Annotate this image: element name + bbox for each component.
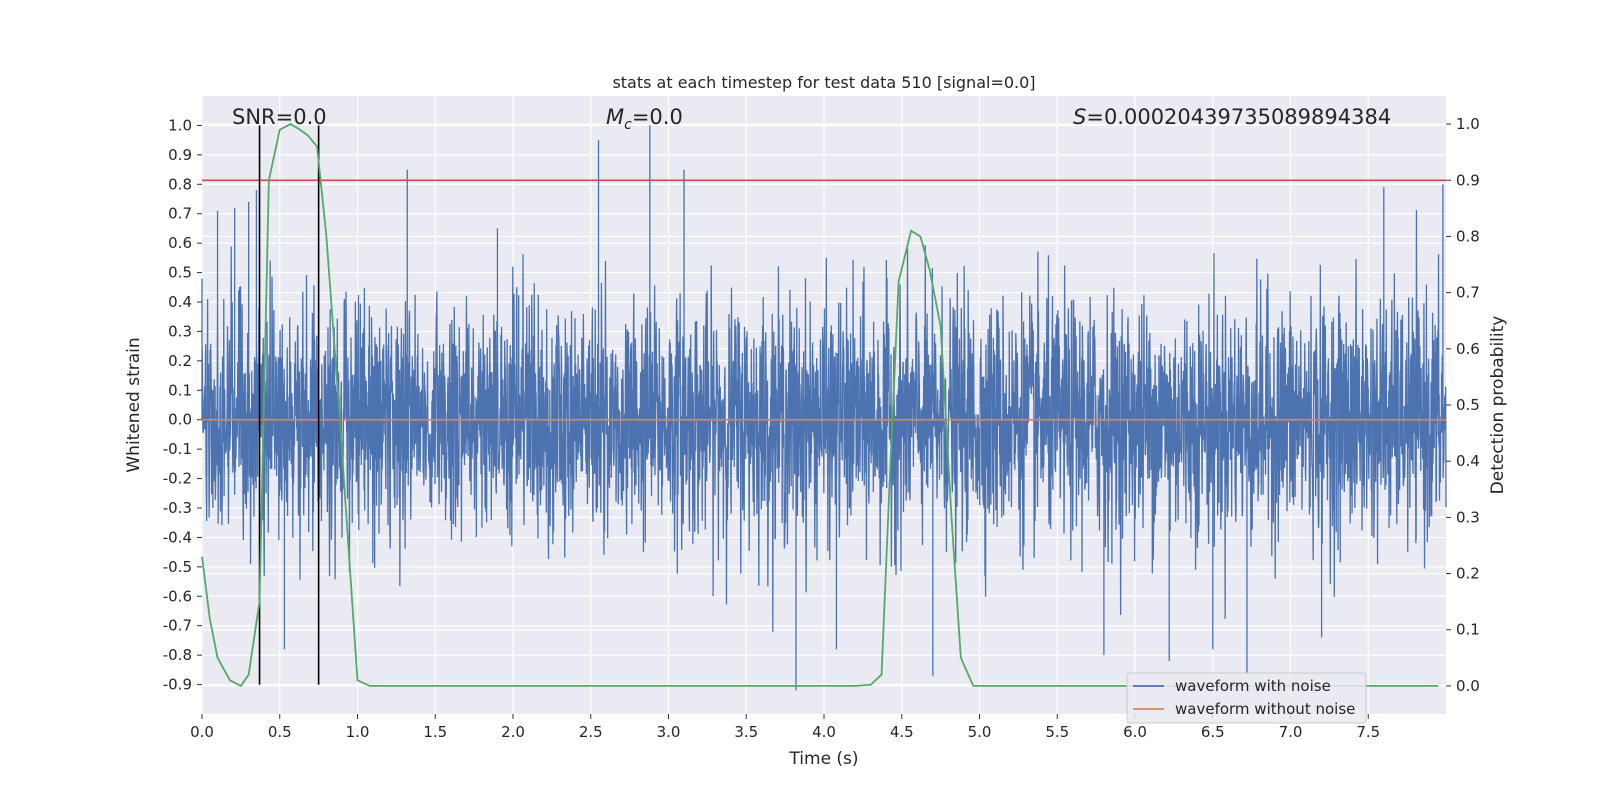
- y-tick-label-left: 0.5: [168, 264, 192, 282]
- y-tick-label-right: 0.7: [1456, 284, 1480, 302]
- score-symbol: S: [1073, 105, 1086, 129]
- y-tick-label-left: -0.7: [163, 617, 192, 635]
- x-tick-label: 4.0: [812, 723, 836, 741]
- x-tick-label: 7.5: [1356, 723, 1380, 741]
- y-tick-label-left: -0.1: [163, 440, 192, 458]
- y-tick-label-right: 0.0: [1456, 677, 1480, 695]
- x-tick-label: 1.5: [423, 723, 447, 741]
- x-tick-label: 6.5: [1201, 723, 1225, 741]
- y-tick-label-left: 0.0: [168, 411, 192, 429]
- legend-box: [1126, 672, 1367, 724]
- plot-area: [201, 123, 1447, 691]
- chirp-mass-symbol: M: [606, 105, 624, 129]
- y-tick-label-left: -0.4: [163, 528, 192, 546]
- y-tick-label-left: 0.1: [168, 381, 192, 399]
- y-tick-label-right: 0.1: [1456, 621, 1480, 639]
- y-tick-label-right: 1.0: [1456, 115, 1480, 133]
- y-tick-label-left: 0.2: [168, 352, 192, 370]
- y-tick-label-left: 0.3: [168, 322, 192, 340]
- y-axis-label-right: Detection probability: [1488, 316, 1508, 495]
- y-tick-label-left: -0.3: [163, 499, 192, 517]
- y-tick-label-right: 0.6: [1456, 340, 1480, 358]
- score-annotation: S=0.00020439735089894384: [1073, 105, 1391, 129]
- y-tick-label-right: 0.9: [1456, 171, 1480, 189]
- x-axis-label: Time (s): [788, 749, 858, 769]
- x-tick-label: 1.0: [346, 723, 370, 741]
- x-tick-label: 5.5: [1045, 723, 1069, 741]
- chirp-mass-subscript: c: [624, 117, 632, 133]
- y-tick-label-left: 0.9: [168, 146, 192, 164]
- x-tick-label: 3.0: [657, 723, 681, 741]
- x-tick-label: 2.5: [579, 723, 603, 741]
- x-tick-label: 7.0: [1279, 723, 1303, 741]
- snr-annotation: SNR=0.0: [232, 105, 327, 129]
- series-waveform-with-noise: [201, 125, 1447, 691]
- x-tick-label: 2.0: [501, 723, 525, 741]
- x-tick-label: 5.0: [968, 723, 992, 741]
- y-tick-label-left: -0.8: [163, 646, 192, 664]
- x-tick-label: 0.0: [190, 723, 214, 741]
- axes: 0.0 0.5 1.0 1.5 2.0 2.5 3.0 3.5 4.0 4.5 5.0 5.5 6.0 6…: [163, 115, 1480, 741]
- x-tick-label: 6.0: [1123, 723, 1147, 741]
- y-tick-label-right: 0.5: [1456, 396, 1480, 414]
- score-value: =0.00020439735089894384: [1086, 105, 1391, 129]
- y-tick-label-right: 0.4: [1456, 452, 1480, 470]
- legend-label-noise: waveform with noise: [1175, 677, 1331, 695]
- y-tick-label-left: -0.9: [163, 676, 192, 694]
- y-tick-label-right: 0.3: [1456, 508, 1480, 526]
- x-tick-label: 0.5: [268, 723, 292, 741]
- chirp-mass-value: =0.0: [632, 105, 683, 129]
- y-axis-label-left: Whitened strain: [124, 337, 144, 472]
- legend: waveform with noise waveform without noi…: [1126, 672, 1367, 724]
- series-detection-probability: [201, 123, 1439, 688]
- y-tick-label-left: 0.8: [168, 175, 192, 193]
- y-tick-label-left: 1.0: [168, 116, 192, 134]
- y-tick-label-left: -0.6: [163, 587, 192, 605]
- x-tick-label: 4.5: [890, 723, 914, 741]
- x-tick-label: 3.5: [734, 723, 758, 741]
- chirp-mass-annotation: Mc=0.0: [606, 105, 683, 133]
- y-tick-label-left: 0.7: [168, 205, 192, 223]
- y-tick-label-left: 0.4: [168, 293, 192, 311]
- legend-label-clean: waveform without noise: [1175, 700, 1355, 718]
- y-tick-label-right: 0.8: [1456, 227, 1480, 245]
- y-tick-label-left: -0.5: [163, 558, 192, 576]
- y-tick-label-right: 0.2: [1456, 565, 1480, 583]
- chart-title: stats at each timestep for test data 510…: [612, 73, 1035, 92]
- y-tick-label-left: 0.6: [168, 234, 192, 252]
- y-tick-label-left: -0.2: [163, 470, 192, 488]
